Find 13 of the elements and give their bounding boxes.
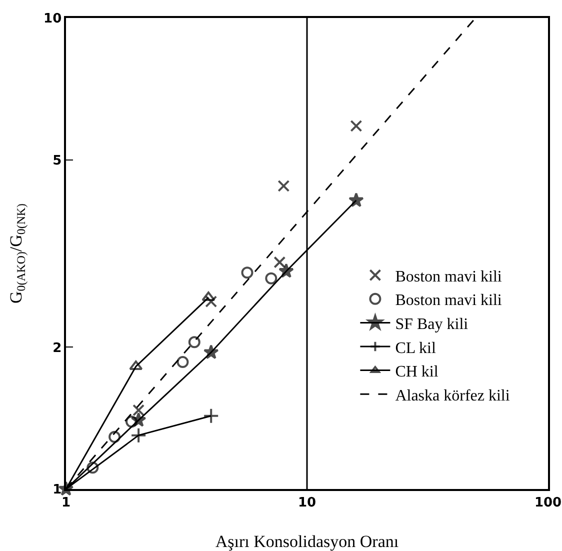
legend-label: SF Bay kili (395, 316, 469, 333)
y-tick-label: 1 (52, 482, 62, 498)
x-tick-label: 100 (534, 495, 562, 510)
y-tick-label: 5 (52, 153, 62, 168)
y-tick-label: 2 (52, 340, 62, 356)
x-tick-label: 10 (298, 495, 316, 510)
legend-label: Boston mavi kili (395, 268, 502, 286)
legend-label: Alaska körfez kili (395, 387, 510, 404)
y-tick-label: 10 (44, 12, 62, 27)
x-axis-title: Aşırı Konsolidasyon Oranı (215, 532, 399, 551)
legend-label: CL kil (395, 340, 436, 357)
legend-label: Boston mavi kili (395, 292, 502, 310)
legend-label: CH kil (395, 364, 439, 381)
